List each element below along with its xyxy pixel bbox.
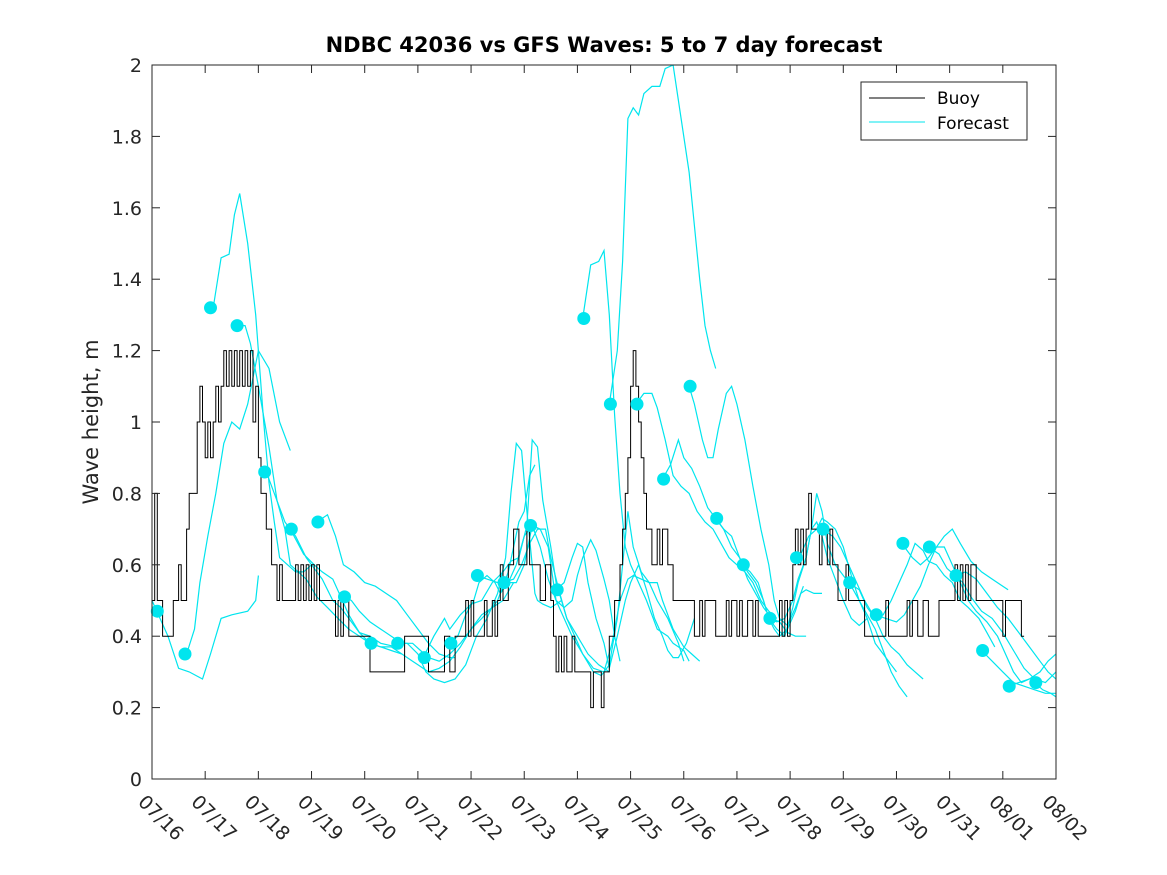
legend-buoy-label: Buoy: [937, 89, 980, 109]
forecast-marker-32: [1002, 679, 1016, 693]
forecast-marker-14: [524, 519, 538, 532]
y-axis-label: Wave height, m: [79, 339, 103, 504]
forecast-marker-11: [444, 636, 458, 650]
forecast-marker-20: [683, 379, 697, 393]
forecast-line-11: [449, 524, 621, 662]
forecast-marker-7: [338, 590, 351, 604]
forecast-marker-29: [922, 540, 936, 554]
plot-area: [150, 65, 1056, 709]
buoy-series: [152, 350, 1025, 709]
forecast-marker-30: [949, 569, 963, 582]
y-tick-label-3: 0.6: [112, 555, 142, 577]
y-tick-label-8: 1.6: [112, 198, 142, 220]
forecast-marker-17: [603, 397, 617, 411]
forecast-marker-28: [896, 536, 910, 550]
forecast-marker-31: [976, 644, 990, 657]
forecast-marker-10: [417, 651, 431, 665]
legend-box: [860, 81, 1028, 141]
forecast-marker-8: [364, 636, 378, 650]
forecast-marker-13: [497, 576, 511, 590]
forecast-marker-25: [816, 522, 830, 536]
forecast-line-17: [635, 392, 778, 619]
forecast-marker-19: [657, 472, 671, 486]
forecast-line-8: [369, 464, 536, 673]
y-tick-label-0: 0: [130, 769, 142, 791]
legend: Buoy Forecast: [860, 81, 1028, 141]
forecast-marker-6: [311, 515, 325, 529]
y-tick-label-5: 1: [130, 412, 142, 434]
forecast-line-6: [316, 513, 456, 659]
forecast-markers: [150, 301, 1043, 693]
forecast-marker-4: [258, 465, 272, 479]
forecast-marker-12: [470, 569, 484, 582]
forecast-marker-1: [178, 647, 192, 661]
forecast-line-26: [875, 528, 1009, 623]
forecast-line-16: [608, 65, 717, 405]
forecast-marker-18: [630, 397, 644, 411]
forecast-marker-9: [391, 636, 405, 650]
forecast-marker-26: [843, 576, 857, 590]
forecast-line-14: [555, 542, 695, 669]
forecast-marker-23: [763, 611, 777, 625]
forecast-line-0: [152, 575, 259, 680]
forecast-line-9: [396, 441, 562, 684]
forecast-marker-33: [1029, 676, 1043, 690]
forecast-marker-24: [790, 551, 803, 565]
forecast-marker-2: [204, 301, 217, 315]
forecast-line-29: [954, 571, 1056, 680]
forecast-marker-27: [869, 608, 883, 622]
buoy-line: [152, 350, 1025, 709]
forecast-line-27: [901, 543, 1030, 684]
forecast-marker-3: [230, 319, 244, 333]
y-tick-label-7: 1.4: [112, 269, 142, 291]
y-tick-label-1: 0.2: [112, 698, 142, 720]
y-tick-label-2: 0.4: [112, 626, 142, 648]
forecast-line-30: [981, 650, 1056, 694]
forecast-marker-0: [150, 604, 164, 618]
forecast-marker-22: [736, 558, 750, 572]
forecast-marker-16: [577, 312, 591, 325]
chart-title: NDBC 42036 vs GFS Waves: 5 to 7 day fore…: [326, 33, 883, 57]
forecast-line-15: [582, 248, 690, 662]
y-axis: 0 0.2 0.4 0.6 0.8 1 1.2 1.4 1.6 1.8 2: [112, 55, 1056, 791]
y-tick-label-10: 2: [130, 55, 142, 77]
forecast-line-31: [1007, 653, 1056, 687]
forecast-marker-5: [284, 522, 298, 536]
y-tick-label-6: 1.2: [112, 341, 142, 363]
y-tick-label-9: 1.8: [112, 126, 142, 148]
forecast-line-4: [265, 471, 397, 648]
forecast-line-1: [186, 348, 291, 655]
forecast-marker-15: [550, 583, 564, 597]
legend-forecast-label: Forecast: [937, 114, 1009, 134]
forecast-line-12: [476, 511, 685, 677]
y-tick-label-4: 0.8: [112, 483, 142, 505]
forecast-line-2: [212, 193, 312, 573]
forecast-marker-21: [710, 511, 724, 525]
